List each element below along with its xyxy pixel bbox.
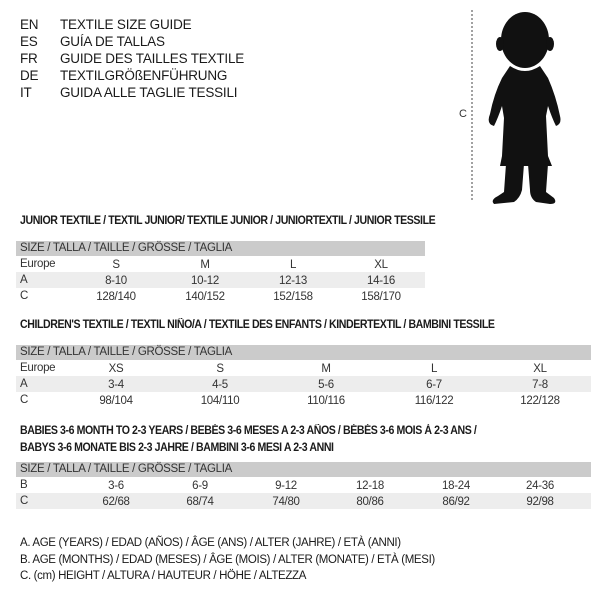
- table-header-label: SIZE / TALLA / TAILLE / GRÖSSE / TAGLIA: [20, 242, 233, 254]
- row-label: C: [20, 290, 29, 302]
- table-cell: 10-12: [191, 275, 219, 287]
- table-row: C 128/140 140/152 152/158 158/170: [16, 288, 425, 304]
- table-cell: 86/92: [442, 496, 470, 508]
- table-cell: 4-5: [212, 379, 228, 391]
- table-cell: 92/98: [526, 496, 554, 508]
- table-cell: 116/122: [414, 395, 454, 407]
- table-cell: M: [200, 259, 210, 271]
- table-cell: XS: [108, 363, 124, 375]
- legend-line: A. AGE (YEARS) / EDAD (AÑOS) / ÂGE (ANS)…: [20, 537, 401, 549]
- table-cell: 62/68: [102, 496, 130, 508]
- section-title: BABYS 3-6 MONATE BIS 2-3 JAHRE / BAMBINI…: [20, 442, 334, 454]
- row-label: Europe: [20, 362, 56, 374]
- size-table: SIZE / TALLA / TAILLE / GRÖSSE / TAGLIA E…: [16, 345, 591, 408]
- lang-code-it: IT: [20, 85, 32, 100]
- table-row: Europe XS S M L XL: [16, 360, 591, 376]
- table-cell: XL: [533, 363, 547, 375]
- table-cell: 74/80: [272, 496, 300, 508]
- table-cell: 158/170: [361, 291, 401, 303]
- section-title: JUNIOR TEXTILE / TEXTIL JUNIOR/ TEXTILE …: [20, 215, 436, 227]
- table-cell: 110/116: [307, 395, 345, 407]
- table-header: SIZE / TALLA / TAILLE / GRÖSSE / TAGLIA: [16, 462, 591, 477]
- table-header-label: SIZE / TALLA / TAILLE / GRÖSSE / TAGLIA: [20, 463, 233, 475]
- row-label: C: [20, 495, 29, 507]
- table-cell: 3-6: [108, 480, 124, 492]
- lang-code-de: DE: [20, 68, 39, 83]
- table-cell: 80/86: [356, 496, 384, 508]
- table-header: SIZE / TALLA / TAILLE / GRÖSSE / TAGLIA: [16, 241, 425, 256]
- table-cell: 8-10: [105, 275, 127, 287]
- table-cell: 6-7: [426, 379, 442, 391]
- child-silhouette-icon: [488, 12, 561, 204]
- table-cell: 68/74: [186, 496, 214, 508]
- table-cell: S: [112, 259, 120, 271]
- height-measure-line: [471, 10, 473, 200]
- title-it: GUIDA ALLE TAGLIE TESSILI: [60, 85, 238, 100]
- table-cell: 122/128: [520, 395, 560, 407]
- lang-code-en: EN: [20, 17, 39, 32]
- lang-code-fr: FR: [20, 51, 38, 66]
- table-cell: 18-24: [442, 480, 470, 492]
- table-cell: 6-9: [192, 480, 208, 492]
- row-label: C: [20, 394, 29, 406]
- table-cell: XL: [374, 259, 388, 271]
- table-cell: 12-18: [356, 480, 384, 492]
- table-cell: 12-13: [279, 275, 307, 287]
- table-cell: L: [289, 259, 297, 271]
- row-label: B: [20, 479, 28, 491]
- table-cell: 9-12: [275, 480, 297, 492]
- section-title: BABIES 3-6 MONTH TO 2-3 YEARS / BEBÉS 3-…: [20, 425, 477, 437]
- title-de: TEXTILGRÖßENFÜHRUNG: [60, 68, 228, 83]
- table-cell: 152/158: [273, 291, 313, 303]
- table-cell: 140/152: [185, 291, 225, 303]
- table-row: A 3-4 4-5 5-6 6-7 7-8: [16, 376, 591, 392]
- table-cell: 14-16: [367, 275, 395, 287]
- table-cell: 24-36: [526, 480, 554, 492]
- measure-label: C: [459, 108, 467, 120]
- title-es: GUÍA DE TALLAS: [60, 34, 165, 49]
- table-cell: 5-6: [318, 379, 334, 391]
- title-en: TEXTILE SIZE GUIDE: [60, 17, 192, 32]
- table-row: C 98/104 104/110 110/116 116/122 122/128: [16, 392, 591, 408]
- table-row: A 8-10 10-12 12-13 14-16: [16, 272, 425, 288]
- table-row: Europe S M L XL: [16, 256, 425, 272]
- table-header-label: SIZE / TALLA / TAILLE / GRÖSSE / TAGLIA: [20, 346, 233, 358]
- size-table: SIZE / TALLA / TAILLE / GRÖSSE / TAGLIA E…: [16, 241, 425, 304]
- table-cell: S: [216, 363, 224, 375]
- title-fr: GUIDE DES TAILLES TEXTILE: [60, 51, 245, 66]
- table-cell: 3-4: [108, 379, 124, 391]
- table-row: C 62/68 68/74 74/80 80/86 86/92 92/98: [16, 493, 591, 509]
- legend-line: B. AGE (MONTHS) / EDAD (MESES) / ÂGE (MO…: [20, 554, 435, 566]
- table-cell: 7-8: [532, 379, 548, 391]
- legend-line: C. (cm) HEIGHT / ALTURA / HAUTEUR / HÖHE…: [20, 570, 307, 582]
- lang-code-es: ES: [20, 34, 38, 49]
- table-cell: M: [321, 363, 331, 375]
- table-cell: 98/104: [99, 395, 133, 407]
- size-table: SIZE / TALLA / TAILLE / GRÖSSE / TAGLIA B…: [16, 462, 591, 509]
- table-cell: 104/110: [200, 395, 240, 407]
- row-label: A: [20, 274, 28, 286]
- table-cell: 128/140: [96, 291, 136, 303]
- table-row: B 3-6 6-9 9-12 12-18 18-24 24-36: [16, 477, 591, 493]
- table-header: SIZE / TALLA / TAILLE / GRÖSSE / TAGLIA: [16, 345, 591, 360]
- row-label: Europe: [20, 258, 56, 270]
- section-title: CHILDREN'S TEXTILE / TEXTIL NIÑO/A / TEX…: [20, 319, 495, 331]
- table-cell: L: [430, 363, 438, 375]
- row-label: A: [20, 378, 28, 390]
